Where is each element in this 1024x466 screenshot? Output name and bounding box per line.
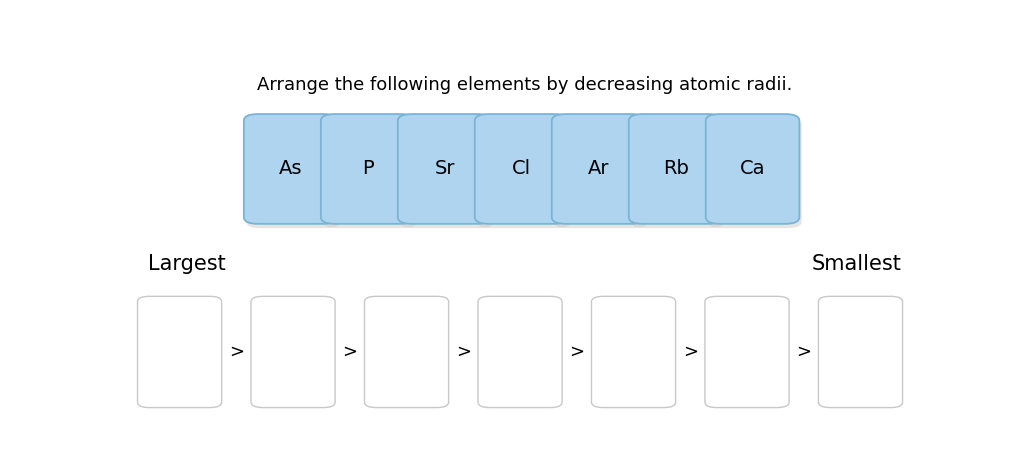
- Text: >: >: [683, 343, 697, 361]
- FancyBboxPatch shape: [400, 118, 494, 228]
- Text: Arrange the following elements by decreasing atomic radii.: Arrange the following elements by decrea…: [257, 75, 793, 94]
- FancyBboxPatch shape: [321, 114, 415, 224]
- FancyBboxPatch shape: [554, 118, 648, 228]
- FancyBboxPatch shape: [706, 114, 800, 224]
- Text: Cl: Cl: [512, 159, 531, 178]
- Text: P: P: [361, 159, 374, 178]
- Text: >: >: [569, 343, 585, 361]
- FancyBboxPatch shape: [251, 296, 335, 408]
- FancyBboxPatch shape: [137, 296, 221, 408]
- Text: Largest: Largest: [147, 254, 225, 274]
- Text: >: >: [797, 343, 811, 361]
- FancyBboxPatch shape: [552, 114, 645, 224]
- Text: Ca: Ca: [739, 159, 765, 178]
- Text: Ar: Ar: [588, 159, 609, 178]
- FancyBboxPatch shape: [818, 296, 902, 408]
- FancyBboxPatch shape: [705, 296, 790, 408]
- FancyBboxPatch shape: [629, 114, 722, 224]
- FancyBboxPatch shape: [631, 118, 725, 228]
- FancyBboxPatch shape: [246, 118, 340, 228]
- Text: >: >: [342, 343, 357, 361]
- Text: >: >: [456, 343, 471, 361]
- FancyBboxPatch shape: [397, 114, 492, 224]
- FancyBboxPatch shape: [478, 296, 562, 408]
- FancyBboxPatch shape: [324, 118, 417, 228]
- Text: Rb: Rb: [663, 159, 688, 178]
- Text: >: >: [228, 343, 244, 361]
- FancyBboxPatch shape: [477, 118, 570, 228]
- FancyBboxPatch shape: [592, 296, 676, 408]
- Text: Smallest: Smallest: [812, 254, 902, 274]
- FancyBboxPatch shape: [475, 114, 568, 224]
- Text: As: As: [279, 159, 302, 178]
- FancyBboxPatch shape: [365, 296, 449, 408]
- FancyBboxPatch shape: [244, 114, 338, 224]
- FancyBboxPatch shape: [709, 118, 802, 228]
- Text: Sr: Sr: [434, 159, 455, 178]
